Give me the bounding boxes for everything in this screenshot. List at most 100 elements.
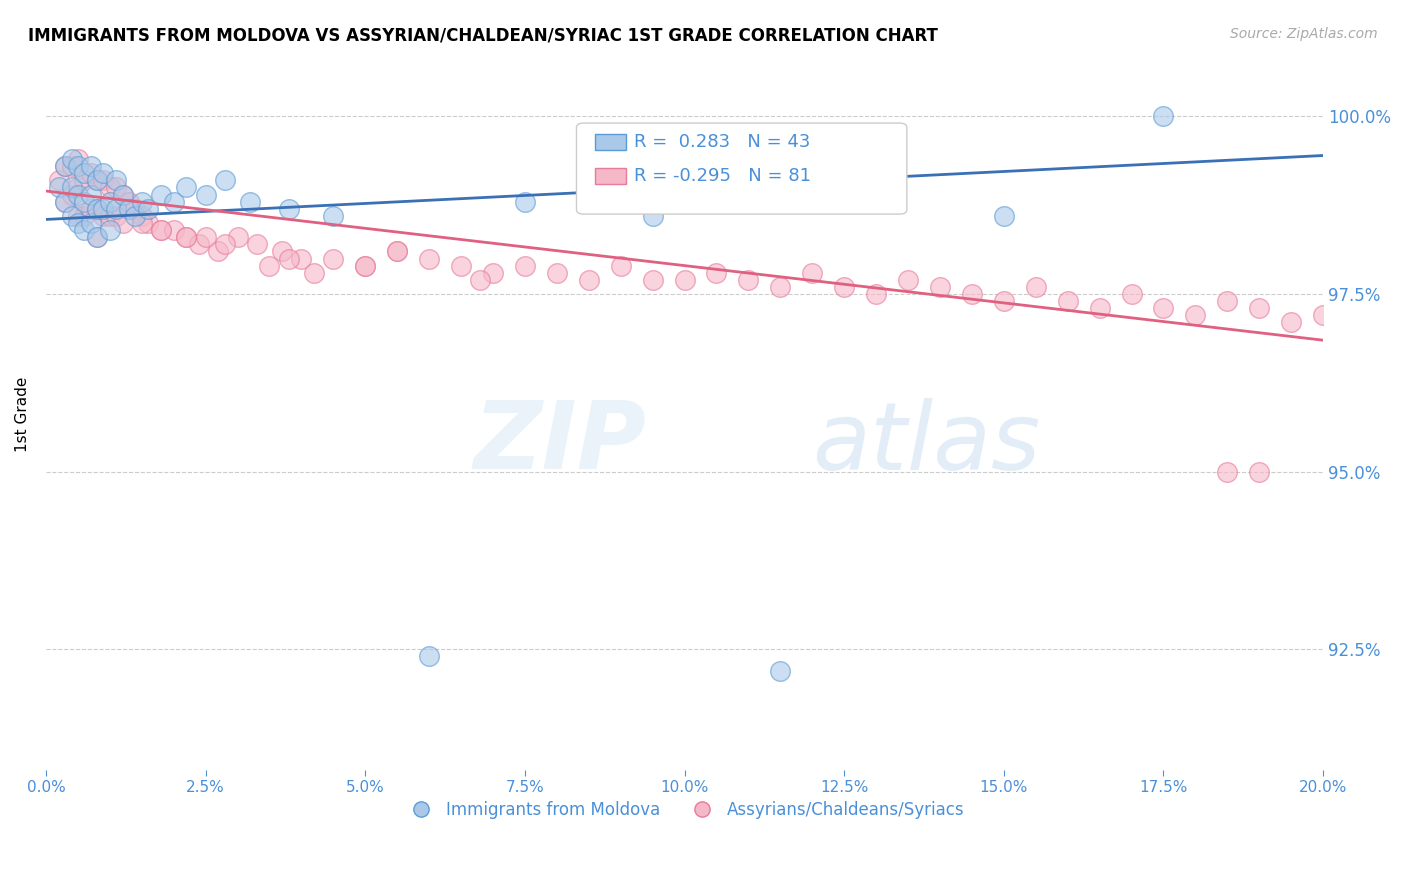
Y-axis label: 1st Grade: 1st Grade [15,377,30,452]
Point [73,194,96,209]
Point [66,159,89,173]
Point [259,259,281,273]
Point [207,244,229,259]
Point [111,187,134,202]
Point [1088,301,1111,316]
Point [60,209,83,223]
Point [149,223,172,237]
Point [79,216,101,230]
Point [79,202,101,216]
Point [48,180,70,194]
Point [354,259,377,273]
Point [131,216,153,230]
Point [53,194,76,209]
Point [737,273,759,287]
Point [73,223,96,237]
Text: R =  0.283   N = 43: R = 0.283 N = 43 [634,133,810,151]
Text: ZIP: ZIP [474,397,647,489]
Point [706,266,728,280]
Point [98,209,121,223]
Point [354,259,377,273]
Point [641,273,664,287]
Point [1056,294,1078,309]
Point [60,152,83,166]
Point [124,202,146,216]
Point [1184,309,1206,323]
Point [769,664,792,678]
Point [93,173,115,187]
Point [176,230,198,244]
Point [118,202,141,216]
Point [673,273,696,287]
Point [641,209,664,223]
Point [226,230,249,244]
Point [290,252,312,266]
Point [53,159,76,173]
Point [513,259,536,273]
Point [86,173,108,187]
Point [450,259,472,273]
Point [60,180,83,194]
Point [93,202,115,216]
Point [149,223,172,237]
Point [1025,280,1047,294]
Point [93,209,115,223]
Point [98,194,121,209]
Point [960,287,983,301]
Point [124,209,146,223]
Point [105,180,128,194]
Point [194,230,217,244]
Point [163,194,186,209]
Point [302,266,325,280]
Text: Source: ZipAtlas.com: Source: ZipAtlas.com [1230,27,1378,41]
Point [470,273,492,287]
Point [1249,465,1271,479]
Point [163,223,186,237]
Point [53,159,76,173]
Point [1216,294,1239,309]
Point [86,173,108,187]
Point [79,187,101,202]
Point [86,230,108,244]
Point [176,230,198,244]
Point [832,280,855,294]
Point [66,209,89,223]
Point [385,244,408,259]
Point [609,259,631,273]
Point [993,209,1015,223]
Point [322,209,344,223]
Point [98,223,121,237]
Point [769,280,792,294]
Point [66,187,89,202]
Point [105,209,128,223]
Point [239,194,262,209]
Point [214,237,236,252]
Point [73,173,96,187]
Point [111,187,134,202]
Point [93,166,115,180]
Text: atlas: atlas [813,398,1040,489]
Point [418,252,440,266]
Point [79,159,101,173]
Point [53,194,76,209]
Point [246,237,269,252]
Point [66,152,89,166]
Point [482,266,505,280]
Point [149,187,172,202]
Point [79,166,101,180]
Point [194,187,217,202]
Point [578,273,600,287]
Point [1153,301,1175,316]
Point [86,202,108,216]
Point [277,252,299,266]
Point [277,202,299,216]
Point [1121,287,1143,301]
Point [322,252,344,266]
Point [993,294,1015,309]
Point [1216,465,1239,479]
Point [98,180,121,194]
Point [60,159,83,173]
Point [48,173,70,187]
Point [118,194,141,209]
Point [105,202,128,216]
